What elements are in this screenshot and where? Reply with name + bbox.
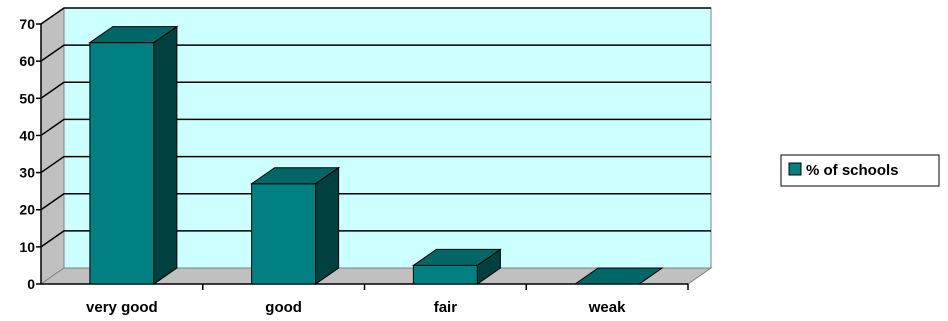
bar-front [89,42,155,285]
bar-side [315,166,340,285]
y-tick-label: 40 [19,127,35,143]
gridline [40,44,711,62]
side-wall [40,7,65,285]
y-axis-tick-labels: 0 10 20 30 40 50 60 70 [19,16,35,292]
bar [88,25,179,285]
bar-top [88,26,179,44]
y-tick-label: 20 [19,202,35,218]
bars [88,25,664,285]
y-tick-label: 50 [19,90,35,106]
gridline [40,230,711,248]
legend-swatch [788,162,802,176]
gridline [40,118,711,137]
bar-top [250,167,341,185]
x-category-label: very good [86,299,158,316]
bar-front [412,264,478,285]
bar-top [573,267,664,285]
bar [411,248,502,285]
legend: % of schools [780,154,940,187]
y-tick-label: 30 [19,165,35,181]
gridline [40,155,711,174]
x-category-label: good [265,299,302,316]
x-category-label: fair [434,299,458,316]
y-tick-label: 60 [19,53,35,69]
x-category-label: weak [588,299,626,316]
y-tick-label: 0 [27,276,35,292]
gridline [40,192,711,211]
bar-top [411,248,502,266]
bar [250,166,341,285]
gridline [40,81,711,99]
bar-side [153,25,178,285]
y-tick-label: 10 [19,239,35,255]
bar-front [251,183,317,285]
y-tick-label: 70 [19,16,35,32]
legend-box [780,154,940,187]
bar [573,267,664,285]
x-axis-category-labels: very good good fair weak [86,299,626,316]
gridline [40,7,711,25]
gridlines [40,7,711,248]
legend-label: % of schools [806,162,899,179]
